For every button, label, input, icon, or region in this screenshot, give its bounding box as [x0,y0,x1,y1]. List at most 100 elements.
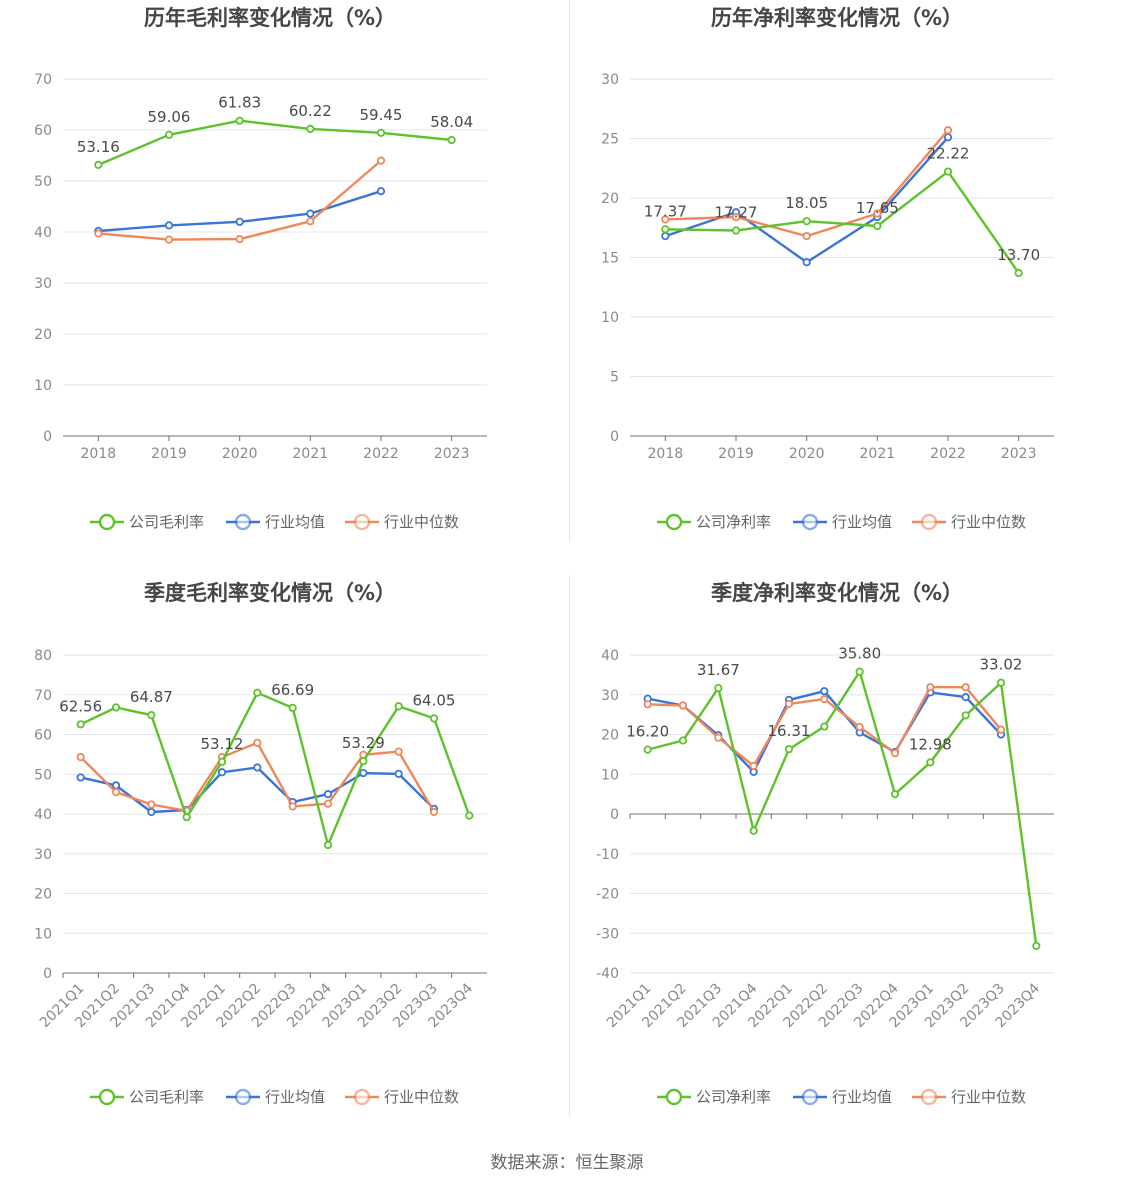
data-label: 64.05 [413,691,456,709]
data-point-median [714,733,723,742]
data-point-median [111,788,121,797]
data-point-company [714,684,723,693]
data-point-average [323,790,333,799]
data-point-company [253,688,262,697]
data-point-company [890,790,900,799]
legend-label-median: 行业中位数 [951,513,1026,531]
data-point-median [306,217,315,226]
y-tick-label: 10 [34,378,52,394]
data-point-company [164,130,174,139]
quarterly-gross-margin-svg: 季度毛利率变化情况（%）010203040506070802021Q12021Q… [34,581,487,1106]
series-line-average [647,690,1002,774]
x-tick-label: 2019 [151,446,187,462]
x-tick-label: 2022 [363,446,399,462]
chart-annual-gross-margin: 历年毛利率变化情况（%） 0 10 20 30 40 50 60 70 2018 2019 2020 2… [0,0,567,560]
data-point-company [961,711,970,720]
data-point-median [253,738,262,747]
data-point-company [784,745,794,754]
legend-label-company: 公司毛利率 [129,1088,204,1106]
legend-marker-average [801,1088,819,1106]
data-point-median [943,126,953,135]
y-tick-label: 50 [34,767,52,783]
chart-annual-net-margin: 历年净利率变化情况（%） 0 5 10 15 20 25 30 2018 2019 2020 2021… [567,0,1134,560]
data-point-average [961,693,970,702]
y-tick-label: 0 [610,807,619,823]
legend-marker-median [920,1088,938,1106]
legend-label-median: 行业中位数 [951,1088,1026,1106]
data-point-median [394,747,403,756]
y-tick-label: 0 [43,429,52,445]
data-point-average [147,807,156,817]
legend-marker-average [234,1088,252,1106]
data-label: 22.22 [927,145,970,163]
data-point-company [429,714,439,723]
data-label: 61.83 [218,94,261,112]
legend-label-company: 公司净利率 [696,1088,771,1106]
y-tick-label: 0 [43,966,52,982]
y-tick-label: -10 [596,847,619,863]
data-point-average [394,769,403,778]
y-tick-label: 10 [601,310,619,326]
y-tick-label: 60 [34,728,52,744]
y-tick-label: 0 [610,429,619,445]
legend-label-average: 行业均值 [265,513,325,531]
legend-label-average: 行业均值 [265,1088,325,1106]
data-point-median [164,235,174,244]
y-tick-label: -40 [596,966,619,982]
data-point-median [288,802,297,811]
data-point-company [996,678,1006,687]
data-point-company [76,720,85,729]
x-tick-label: 2021 [860,446,896,462]
data-point-company [802,217,811,226]
data-point-median [731,212,741,222]
chart-title: 季度毛利率变化情况（%） [144,581,396,605]
data-point-median [94,229,103,238]
data-point-median [996,725,1006,734]
x-tick-label: 2019 [718,446,754,462]
data-label: 59.45 [360,106,403,124]
y-tick-label: 70 [34,72,52,88]
data-point-average [111,781,121,790]
data-point-median [784,699,794,708]
annual-net-margin-svg: 历年净利率变化情况（%） 0 5 10 15 20 25 30 2018 2019 2020 2021… [601,6,1054,531]
data-label: 13.70 [997,246,1040,264]
data-point-company [94,160,103,169]
data-point-company [820,722,829,731]
legend-label-median: 行业中位数 [384,513,459,531]
data-point-company [376,128,386,137]
y-tick-label: 40 [601,648,619,664]
y-tick-label: 5 [610,370,619,386]
legend-marker-median [353,513,371,531]
series-line-company [80,691,471,847]
series-line-median [79,741,436,813]
y-tick-label: 80 [34,648,52,664]
legend-marker-median [353,1088,371,1106]
legend-marker-average [234,513,252,531]
data-point-company [182,813,191,822]
data-point-median [802,231,811,241]
data-point-median [323,799,333,808]
legend-marker-average [801,513,819,531]
data-point-average [253,763,262,772]
x-tick-label: 2022 [930,446,966,462]
data-label: 18.05 [785,194,828,212]
data-point-average [76,773,85,782]
data-point-median [855,722,864,732]
data-point-median [147,800,156,809]
data-point-average [306,209,315,218]
chart-title: 历年净利率变化情况（%） [711,6,963,30]
data-point-company [678,736,688,745]
data-point-average [217,768,227,777]
data-point-median [429,807,439,817]
data-point-median [820,695,829,704]
data-point-median [749,761,758,771]
data-point-average [376,187,386,196]
data-label: 31.67 [697,661,740,679]
data-label: 17.37 [644,202,687,220]
data-point-company [217,757,227,766]
data-label: 53.29 [342,734,385,752]
data-label: 16.20 [626,723,669,741]
x-tick-label: 2023 [434,446,470,462]
divider-bottom [569,575,570,1117]
y-tick-label: 20 [34,327,52,343]
